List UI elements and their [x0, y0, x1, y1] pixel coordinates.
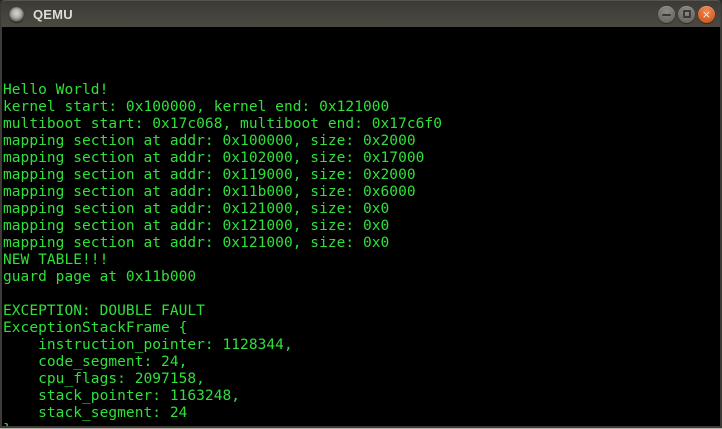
terminal-line: NEW TABLE!!! [3, 252, 109, 268]
window-controls: × [658, 5, 715, 23]
qemu-display-frame: Hello World! kernel start: 0x100000, kern… [0, 27, 722, 428]
terminal-line: mapping section at addr: 0x121000, size:… [3, 235, 390, 251]
terminal-line: Hello World! [3, 82, 109, 98]
window-titlebar[interactable]: QEMU × [0, 0, 722, 27]
terminal-line: instruction_pointer: 1128344, [3, 337, 293, 353]
minimize-button[interactable] [658, 5, 675, 23]
terminal-line [3, 65, 720, 82]
terminal-line [3, 31, 720, 48]
maximize-button[interactable] [678, 5, 695, 23]
terminal-line: mapping section at addr: 0x11b000, size:… [3, 184, 416, 200]
terminal-line: cpu_flags: 2097158, [3, 371, 205, 387]
terminal-line: guard page at 0x11b000 [3, 269, 197, 285]
terminal-line [3, 48, 720, 65]
terminal-output: Hello World! kernel start: 0x100000, kern… [2, 27, 720, 426]
terminal-line: stack_segment: 24 [3, 405, 188, 421]
terminal-line: } [3, 422, 720, 426]
close-icon: × [701, 7, 712, 21]
terminal-line: mapping section at addr: 0x121000, size:… [3, 218, 390, 234]
window-title: QEMU [33, 6, 73, 22]
terminal-line [3, 286, 720, 303]
terminal-line: mapping section at addr: 0x102000, size:… [3, 150, 425, 166]
terminal-line: mapping section at addr: 0x121000, size:… [3, 201, 390, 217]
terminal-line: mapping section at addr: 0x119000, size:… [3, 167, 416, 183]
terminal-line: EXCEPTION: DOUBLE FAULT [3, 303, 205, 319]
close-button[interactable]: × [698, 5, 715, 23]
terminal-line: code_segment: 24, [3, 354, 188, 370]
maximize-icon [682, 10, 691, 18]
terminal-line: kernel start: 0x100000, kernel end: 0x12… [3, 99, 390, 115]
qemu-circle-icon [9, 6, 24, 22]
minimize-icon [662, 13, 671, 16]
terminal-line: ExceptionStackFrame { [3, 320, 188, 336]
terminal-line: stack_pointer: 1163248, [3, 388, 241, 404]
terminal-line: multiboot start: 0x17c068, multiboot end… [3, 116, 442, 132]
terminal-line: mapping section at addr: 0x100000, size:… [3, 133, 416, 149]
